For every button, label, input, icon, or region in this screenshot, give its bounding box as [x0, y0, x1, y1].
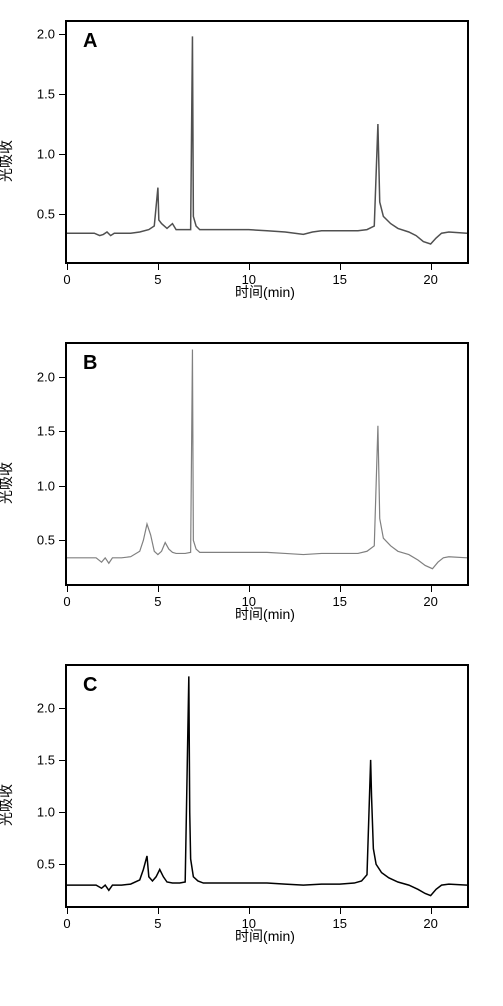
- chart-panel-c: 光吸收C0.51.01.52.005101520时间(min): [20, 664, 483, 946]
- chart-panel-b: 光吸收B0.51.01.52.005101520时间(min): [20, 342, 483, 624]
- x-tick-label: 5: [154, 916, 161, 931]
- plot-box: C0.51.01.52.005101520: [65, 664, 469, 908]
- x-tick-label: 0: [63, 916, 70, 931]
- y-tick-label: 2.0: [37, 369, 55, 384]
- x-tick-label: 10: [242, 916, 256, 931]
- y-tick-label: 0.5: [37, 207, 55, 222]
- y-axis-label: 光吸收: [0, 462, 16, 504]
- x-tick-label: 20: [423, 272, 437, 287]
- y-tick-label: 1.0: [37, 805, 55, 820]
- y-tick-label: 1.5: [37, 424, 55, 439]
- x-tick-label: 15: [332, 272, 346, 287]
- x-tick-label: 5: [154, 594, 161, 609]
- y-axis-label: 光吸收: [0, 784, 16, 826]
- y-tick-label: 1.5: [37, 752, 55, 767]
- x-tick-label: 15: [332, 594, 346, 609]
- plot-box: B0.51.01.52.005101520: [65, 342, 469, 586]
- x-axis-label: 时间(min): [65, 604, 465, 624]
- x-tick-label: 10: [242, 594, 256, 609]
- x-tick-label: 15: [332, 916, 346, 931]
- y-axis-label: 光吸收: [0, 140, 16, 182]
- x-tick-label: 5: [154, 272, 161, 287]
- chromatogram-line: [67, 22, 467, 262]
- plot-box: A0.51.01.52.005101520: [65, 20, 469, 264]
- x-axis-label: 时间(min): [65, 282, 465, 302]
- x-tick-label: 0: [63, 594, 70, 609]
- x-tick-label: 10: [242, 272, 256, 287]
- y-tick-label: 1.0: [37, 147, 55, 162]
- x-axis-label: 时间(min): [65, 926, 465, 946]
- x-tick-label: 20: [423, 594, 437, 609]
- y-tick-label: 1.0: [37, 478, 55, 493]
- y-tick-label: 2.0: [37, 27, 55, 42]
- y-tick-label: 2.0: [37, 700, 55, 715]
- y-tick-label: 0.5: [37, 857, 55, 872]
- y-tick-label: 0.5: [37, 533, 55, 548]
- chart-panel-a: 光吸收A0.51.01.52.005101520时间(min): [20, 20, 483, 302]
- x-tick-label: 20: [423, 916, 437, 931]
- chromatogram-line: [67, 344, 467, 584]
- y-tick-label: 1.5: [37, 87, 55, 102]
- chromatogram-line: [67, 666, 467, 906]
- x-tick-label: 0: [63, 272, 70, 287]
